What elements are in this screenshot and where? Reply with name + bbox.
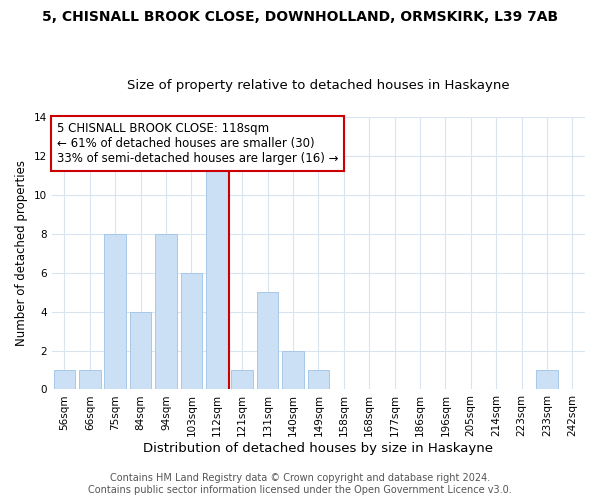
Bar xyxy=(536,370,557,390)
Bar xyxy=(53,370,75,390)
Y-axis label: Number of detached properties: Number of detached properties xyxy=(15,160,28,346)
Bar xyxy=(155,234,177,390)
Bar xyxy=(257,292,278,390)
Text: 5 CHISNALL BROOK CLOSE: 118sqm
← 61% of detached houses are smaller (30)
33% of : 5 CHISNALL BROOK CLOSE: 118sqm ← 61% of … xyxy=(57,122,338,165)
Text: Contains HM Land Registry data © Crown copyright and database right 2024.
Contai: Contains HM Land Registry data © Crown c… xyxy=(88,474,512,495)
Bar xyxy=(206,156,227,390)
Bar xyxy=(308,370,329,390)
Bar xyxy=(104,234,126,390)
Bar xyxy=(79,370,101,390)
Bar xyxy=(181,272,202,390)
Bar xyxy=(130,312,151,390)
Text: 5, CHISNALL BROOK CLOSE, DOWNHOLLAND, ORMSKIRK, L39 7AB: 5, CHISNALL BROOK CLOSE, DOWNHOLLAND, OR… xyxy=(42,10,558,24)
Bar xyxy=(232,370,253,390)
X-axis label: Distribution of detached houses by size in Haskayne: Distribution of detached houses by size … xyxy=(143,442,493,455)
Title: Size of property relative to detached houses in Haskayne: Size of property relative to detached ho… xyxy=(127,79,509,92)
Bar xyxy=(282,350,304,390)
